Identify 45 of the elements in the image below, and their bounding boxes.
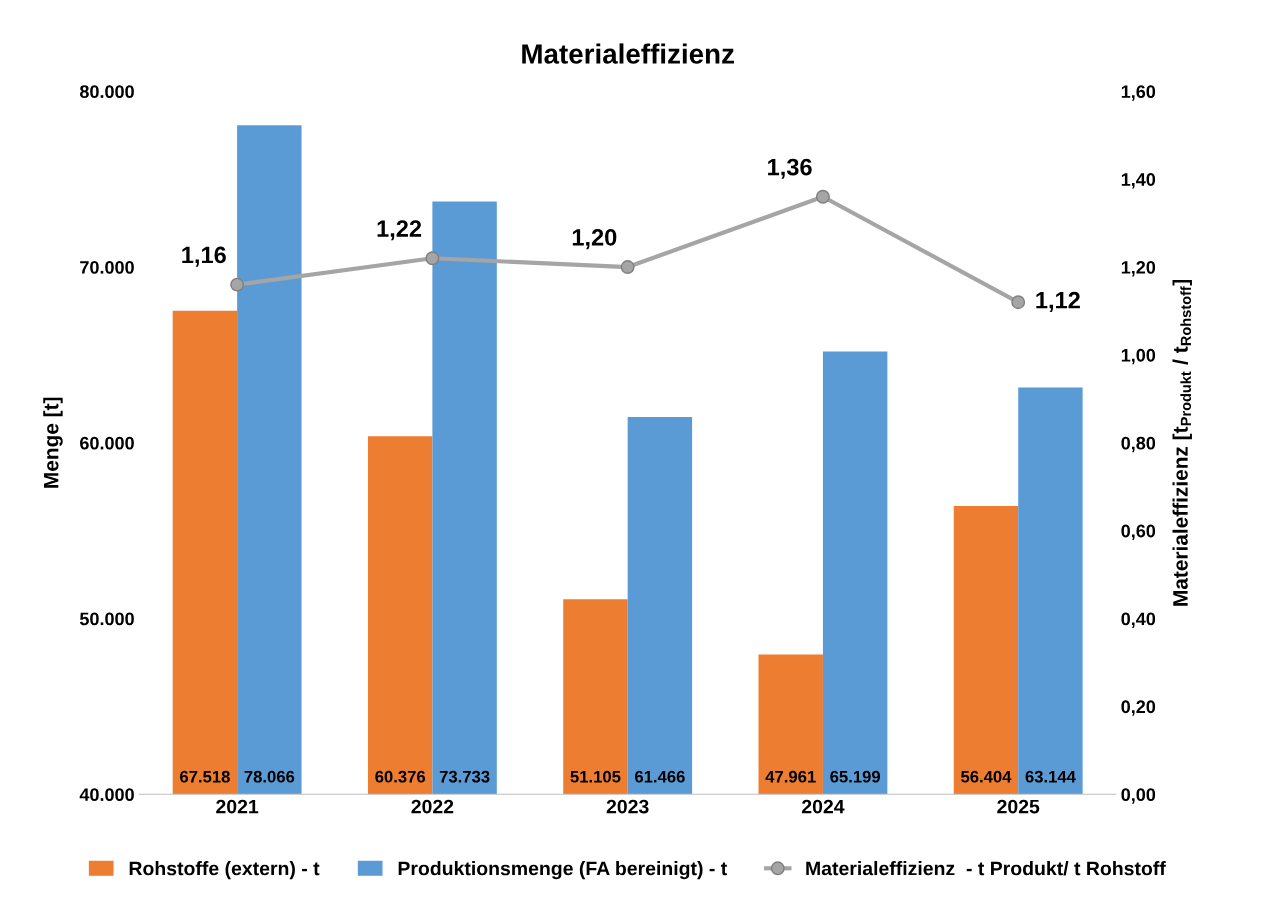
- y-tick-label: 80.000: [79, 85, 134, 99]
- x-tick-label: 2021: [216, 799, 259, 814]
- y-axis-title: Menge [t]: [43, 397, 63, 488]
- point: [815, 189, 830, 204]
- y2-tick-label: 1,40: [1121, 173, 1156, 189]
- y-tick-label: 50.000: [79, 612, 134, 626]
- x-tick-label: 2024: [801, 799, 845, 814]
- x-tick-label: 2023: [606, 799, 649, 814]
- point: [1011, 295, 1026, 310]
- y2-axis-title: Materialeffizienz [t$_{Produkt}$ / t$_{Rohstoff}$]: [1172, 279, 1192, 606]
- data-label: 78.066: [244, 770, 295, 783]
- data-label: 1,22: [377, 220, 422, 241]
- y2-tick-label: 0,80: [1121, 436, 1156, 453]
- point: [425, 251, 440, 266]
- data-label: 63.144: [1025, 770, 1076, 783]
- y2-tick-label: 1,20: [1121, 260, 1156, 277]
- y2-tick-label: 0,40: [1121, 612, 1156, 628]
- y2-tick-label: 1,60: [1121, 85, 1156, 101]
- y-tick-label: 70.000: [80, 260, 134, 274]
- data-label: 1,20: [572, 229, 617, 250]
- chart-title: Materialeffizienz: [522, 43, 734, 64]
- data-label: 56.404: [961, 770, 1012, 783]
- y2-tick-label: 0,20: [1121, 700, 1156, 716]
- legend-label: Produktionsmenge (FA bereinigt) - t: [398, 861, 727, 880]
- y-tick-label: 40.000: [79, 788, 134, 802]
- data-label: 1,12: [1036, 291, 1080, 312]
- data-label: 65.199: [830, 770, 881, 783]
- point: [230, 277, 245, 292]
- data-label: 47.961: [765, 770, 816, 783]
- data-label: 73.733: [439, 770, 490, 783]
- y2-tick-label: 0,60: [1121, 524, 1156, 541]
- y2-tick-label: 1,00: [1121, 348, 1156, 365]
- data-label: 67.518: [180, 770, 230, 783]
- legend-label: Rohstoffe (extern) - t: [129, 861, 320, 880]
- point: [620, 260, 635, 274]
- data-label: 1,36: [768, 158, 812, 179]
- data-label: 51.105: [570, 770, 621, 783]
- x-tick-label: 2025: [997, 799, 1040, 814]
- y-tick-label: 60.000: [80, 436, 134, 450]
- legend-label: Materialeffizienz - t Produkt/ t Rohstoff: [806, 861, 1166, 876]
- y2-tick-label: 0,00: [1121, 788, 1156, 804]
- data-label: 61.466: [635, 770, 685, 783]
- x-tick-label: 2022: [411, 799, 454, 814]
- data-label: 60.376: [375, 770, 426, 783]
- data-label: 1,16: [182, 246, 226, 267]
